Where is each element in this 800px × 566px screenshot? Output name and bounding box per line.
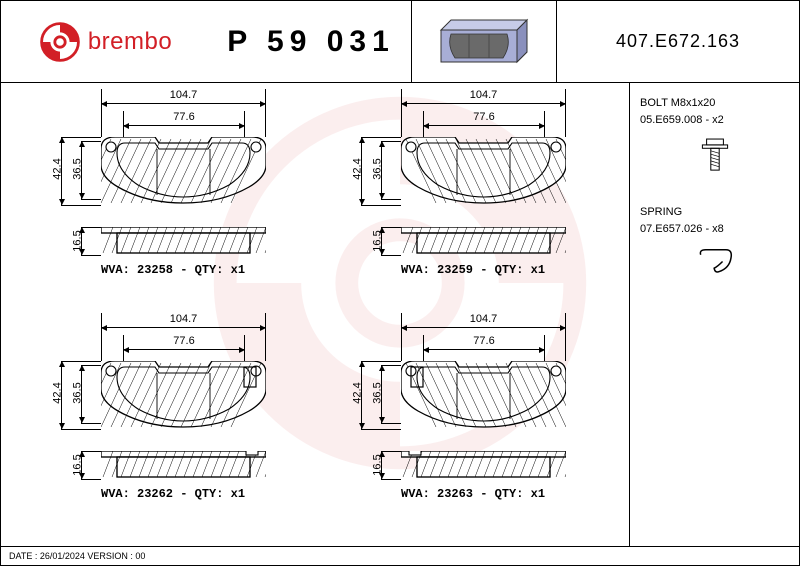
dim-height-outer: 42.4 bbox=[361, 361, 362, 429]
dim-thickness: 16.5 bbox=[381, 227, 382, 255]
pad-side-view bbox=[401, 451, 566, 479]
pad-3d-icon bbox=[429, 12, 539, 72]
dim-width-outer: 104.7 bbox=[101, 313, 266, 328]
dim-width-inner: 77.6 bbox=[423, 335, 545, 350]
wva-label: WVA: 23259 - QTY: x1 bbox=[401, 263, 545, 277]
bolt-title: BOLT M8x1x20 bbox=[640, 95, 789, 112]
dim-width-outer: 104.7 bbox=[401, 313, 566, 328]
pad-side-view bbox=[101, 451, 266, 479]
wva-label: WVA: 23258 - QTY: x1 bbox=[101, 263, 245, 277]
wva-label: WVA: 23263 - QTY: x1 bbox=[401, 487, 545, 501]
pad-group-tr: 104.7 77.6 42.4 36.5 bbox=[331, 89, 621, 309]
part-number-box: P 59 031 bbox=[211, 1, 411, 83]
dim-thickness: 16.5 bbox=[81, 451, 82, 479]
dim-height-outer: 42.4 bbox=[61, 361, 62, 429]
dim-height-inner: 36.5 bbox=[381, 141, 382, 199]
bolt-icon bbox=[694, 134, 736, 176]
pad-group-tl: 104.7 77.6 42.4 36.5 bbox=[31, 89, 321, 309]
spring-title: SPRING bbox=[640, 204, 789, 221]
pad-side-view bbox=[101, 227, 266, 255]
logo-box: brembo bbox=[1, 1, 211, 83]
dim-width-outer: 104.7 bbox=[401, 89, 566, 104]
header: brembo P 59 031 407.E672.163 bbox=[1, 1, 799, 83]
bolt-code: 05.E659.008 - x2 bbox=[640, 112, 789, 129]
dim-thickness: 16.5 bbox=[81, 227, 82, 255]
drawings-area: 104.7 77.6 42.4 36.5 bbox=[1, 83, 629, 546]
spring-code: 07.E657.026 - x8 bbox=[640, 221, 789, 238]
pad-3d-box bbox=[411, 1, 556, 83]
dim-width-inner: 77.6 bbox=[423, 111, 545, 126]
hardware-column: BOLT M8x1x20 05.E659.008 - x2 SPRING 07.… bbox=[629, 83, 799, 546]
part-number: P 59 031 bbox=[227, 25, 395, 59]
dim-height-inner: 36.5 bbox=[81, 141, 82, 199]
footer-text: DATE : 26/01/2024 VERSION : 00 bbox=[9, 551, 145, 561]
brand-name: brembo bbox=[88, 28, 172, 56]
pad-face-view bbox=[401, 137, 566, 205]
footer: DATE : 26/01/2024 VERSION : 00 bbox=[1, 546, 799, 565]
pad-side-view bbox=[401, 227, 566, 255]
technical-drawing-page: brembo P 59 031 407.E672.163 BOLT M8x1x2… bbox=[0, 0, 800, 566]
spring-icon bbox=[694, 243, 736, 285]
dim-height-outer: 42.4 bbox=[361, 137, 362, 205]
spring-block: SPRING 07.E657.026 - x8 bbox=[640, 204, 789, 285]
pad-face-view bbox=[101, 361, 266, 429]
bolt-block: BOLT M8x1x20 05.E659.008 - x2 bbox=[640, 95, 789, 176]
dim-height-outer: 42.4 bbox=[61, 137, 62, 205]
dim-height-inner: 36.5 bbox=[81, 365, 82, 423]
wva-label: WVA: 23262 - QTY: x1 bbox=[101, 487, 245, 501]
dim-width-inner: 77.6 bbox=[123, 111, 245, 126]
pad-face-view bbox=[401, 361, 566, 429]
pad-group-bl: 104.7 77.6 42.4 36.5 bbox=[31, 313, 321, 533]
dim-height-inner: 36.5 bbox=[381, 365, 382, 423]
code-box: 407.E672.163 bbox=[556, 1, 799, 83]
header-code: 407.E672.163 bbox=[616, 31, 740, 52]
dim-width-inner: 77.6 bbox=[123, 335, 245, 350]
pad-group-br: 104.7 77.6 42.4 36.5 bbox=[331, 313, 621, 533]
dim-width-outer: 104.7 bbox=[101, 89, 266, 104]
dim-thickness: 16.5 bbox=[381, 451, 382, 479]
brembo-logo-icon bbox=[40, 22, 80, 62]
pad-face-view bbox=[101, 137, 266, 205]
